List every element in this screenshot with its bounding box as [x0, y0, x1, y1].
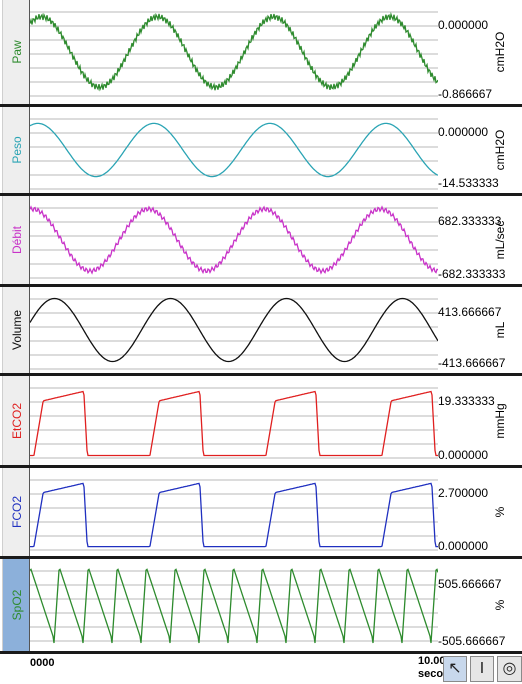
time-axis-unit: seco: [418, 668, 444, 680]
waveform-trace: [30, 297, 438, 363]
scale-max-value[interactable]: 682.333333: [438, 214, 502, 228]
channel-label-strip[interactable]: Volume: [2, 287, 30, 373]
channel-label: Débit: [10, 225, 24, 255]
waveform-svg: [30, 387, 438, 459]
waveform-svg: [30, 205, 438, 279]
channel-label-strip[interactable]: SpO2: [2, 559, 30, 651]
scale-min-value[interactable]: -14.533333: [438, 176, 499, 190]
waveform-trace: [30, 205, 438, 275]
unit-label: cmH2O: [493, 31, 507, 73]
channel-etco2: EtCO2 19.333333 0.000000 mmHg: [0, 376, 522, 465]
zoom-tool-button[interactable]: ◎: [497, 656, 522, 682]
unit-label: cmH2O: [493, 129, 507, 171]
waveform-svg: [30, 118, 438, 190]
zoom-tool-icon: ◎: [502, 660, 517, 677]
waveform-svg: [30, 479, 438, 551]
waveform-plot[interactable]: [29, 0, 438, 104]
channel-separator: [0, 651, 522, 654]
waveform-svg: [30, 11, 438, 97]
waveform-trace: [30, 568, 438, 644]
channel-separator: [0, 104, 522, 107]
unit-label: %: [493, 599, 507, 611]
channel-paw: Paw 0.000000 -0.866667 cmH2O: [0, 0, 522, 104]
time-axis-end: 10.00: [418, 655, 446, 667]
pointer-tool-button[interactable]: ↖: [443, 656, 467, 682]
channel-label: SpO2: [10, 589, 24, 621]
scale-min-value[interactable]: 0.000000: [438, 539, 489, 553]
scale-max-value[interactable]: 505.666667: [438, 577, 502, 591]
pointer-tool-icon: ↖: [448, 660, 462, 677]
text-cursor-tool-button[interactable]: I: [470, 656, 494, 682]
time-axis-bar: 0000 10.00 seco ↖ I ◎: [0, 654, 522, 684]
channel-spo2: SpO2 505.666667 -505.666667 %: [0, 559, 522, 651]
scale-min-value[interactable]: -505.666667: [438, 634, 506, 648]
channel-label-strip[interactable]: Paw: [2, 0, 30, 104]
waveform-svg: [30, 568, 438, 644]
waveform-trace: [30, 11, 438, 92]
channel-separator: [0, 284, 522, 287]
channel-peso: Peso 0.000000 -14.533333 cmH2O: [0, 107, 522, 193]
waveform-trace: [30, 482, 438, 548]
channel-label: Volume: [10, 309, 24, 351]
channel-label-strip[interactable]: Débit: [2, 196, 30, 284]
waveform-plot[interactable]: [29, 559, 438, 651]
channel-separator: [0, 373, 522, 376]
scale-max-value[interactable]: 19.333333: [438, 394, 495, 408]
scale-max-value[interactable]: 0.000000: [438, 18, 489, 32]
channel-label: EtCO2: [10, 402, 24, 439]
channel-separator: [0, 465, 522, 468]
channel-label-strip[interactable]: EtCO2: [2, 376, 30, 465]
waveform-svg: [30, 297, 438, 370]
unit-label: mL/sec: [493, 220, 507, 260]
channel-label: Paw: [10, 40, 24, 64]
unit-label: mL: [493, 321, 507, 339]
waveform-plot[interactable]: [29, 287, 438, 373]
channel-label-strip[interactable]: Peso: [2, 107, 30, 193]
channel-label: Peso: [10, 136, 24, 164]
unit-label: %: [493, 506, 507, 518]
scale-min-value[interactable]: -0.866667: [438, 87, 493, 101]
scale-min-value[interactable]: -413.666667: [438, 356, 506, 370]
text-cursor-tool-icon: I: [479, 660, 485, 677]
time-axis-start: 0000: [30, 657, 55, 669]
scale-max-value[interactable]: 0.000000: [438, 125, 489, 139]
unit-label: mmHg: [493, 402, 507, 439]
channel-separator: [0, 556, 522, 559]
waveform-trace: [30, 390, 438, 457]
channel-label: FCO2: [10, 495, 24, 529]
channel-fco2: FCO2 2.700000 0.000000 %: [0, 468, 522, 556]
scale-min-value[interactable]: -682.333333: [438, 267, 506, 281]
waveform-plot[interactable]: [29, 196, 438, 284]
waveform-plot[interactable]: [29, 468, 438, 556]
channel-debit: Débit 682.333333 -682.333333 mL/sec: [0, 196, 522, 284]
scale-max-value[interactable]: 413.666667: [438, 305, 502, 319]
channel-volume: Volume 413.666667 -413.666667 mL: [0, 287, 522, 373]
waveform-plot[interactable]: [29, 107, 438, 193]
scale-max-value[interactable]: 2.700000: [438, 486, 489, 500]
waveform-trace: [30, 122, 438, 178]
channel-label-strip[interactable]: FCO2: [2, 468, 30, 556]
waveform-plot[interactable]: [29, 376, 438, 465]
channel-separator: [0, 193, 522, 196]
scale-min-value[interactable]: 0.000000: [438, 448, 489, 462]
